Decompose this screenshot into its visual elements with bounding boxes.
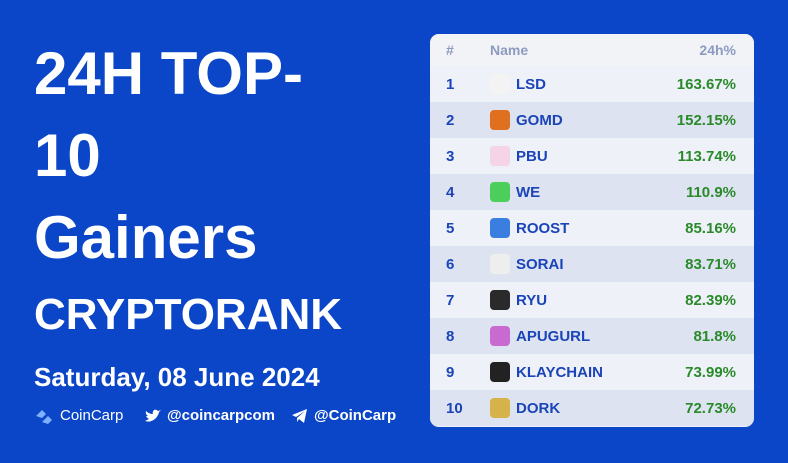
coin-name: KLAYCHAIN (516, 363, 603, 381)
change: 85.16% (685, 219, 736, 237)
change: 82.39% (685, 291, 736, 309)
coin-name: SORAI (516, 255, 564, 273)
coin: APUGURL (490, 326, 644, 346)
coin-name: RYU (516, 291, 548, 309)
table-row[interactable]: 4 WE 110.9% (430, 174, 754, 210)
table-row[interactable]: 8 APUGURL 81.8% (430, 318, 754, 354)
coin: PBU (490, 146, 644, 166)
column-header: # (446, 42, 454, 58)
change: 163.67% (676, 75, 736, 93)
change: 83.71% (685, 255, 736, 273)
twitter-icon (145, 409, 161, 422)
telegram[interactable]: @CoinCarp (292, 407, 396, 424)
change: 110.9% (685, 183, 736, 201)
rank: 10 (446, 399, 463, 417)
brand-text: CoinCarp (60, 407, 124, 424)
rank: 5 (446, 219, 455, 237)
brand[interactable]: CoinCarp (34, 407, 123, 424)
table-row[interactable]: 7 RYU 82.39% (430, 282, 754, 318)
table-header: # Name 24h% (430, 34, 754, 66)
telegram-icon (292, 408, 307, 423)
coin: WE (490, 182, 644, 202)
table: # Name 24h% 1 LSD 163.67% 2 GOMD 152.15% 3 PBU 1… (430, 34, 754, 427)
date: Saturday, 08 June 2024 (34, 362, 320, 392)
coin: RYU (490, 290, 644, 310)
coin-name: GOMD (516, 111, 563, 129)
column-header: 24h% (699, 42, 736, 58)
twitter[interactable]: @coincarpcom (145, 407, 275, 424)
coin: KLAYCHAIN (490, 362, 644, 382)
coin-icon (490, 290, 510, 310)
twitter-handle: @coincarpcom (167, 407, 275, 424)
coin-icon (490, 398, 510, 418)
change: 73.99% (685, 363, 736, 381)
coin-name: WE (516, 183, 541, 201)
subtitle: CRYPTORANK (34, 290, 343, 339)
change: 72.73% (685, 399, 736, 417)
rank: 4 (446, 183, 455, 201)
coin: ROOST (490, 218, 644, 238)
coin: LSD (490, 74, 644, 94)
table-row[interactable]: 5 ROOST 85.16% (430, 210, 754, 246)
rank: 9 (446, 363, 455, 381)
coin-name: ROOST (516, 219, 570, 237)
coin-icon (490, 326, 510, 346)
title-line: Gainers (34, 204, 258, 271)
coin-icon (490, 218, 510, 238)
table-row[interactable]: 9 KLAYCHAIN 73.99% (430, 354, 754, 390)
change: 113.74% (677, 147, 736, 165)
title-line: 10 (34, 122, 101, 189)
title-line: 24H TOP- (34, 40, 303, 107)
change: 152.15% (676, 111, 736, 129)
coin: GOMD (490, 110, 644, 130)
rank: 3 (446, 147, 455, 165)
coin-icon (490, 362, 510, 382)
coin-name: PBU (516, 147, 548, 165)
rank: 2 (446, 111, 455, 129)
coin-name: LSD (516, 75, 546, 93)
rank: 8 (446, 327, 455, 345)
column-header: Name (490, 42, 529, 58)
coin-icon (490, 254, 510, 274)
coin: DORK (490, 398, 644, 418)
table-row[interactable]: 3 PBU 113.74% (430, 138, 754, 174)
table-body: 1 LSD 163.67% 2 GOMD 152.15% 3 PBU 113.74% 4 WE 110… (430, 66, 754, 426)
rank: 7 (446, 291, 455, 309)
table-row[interactable]: 1 LSD 163.67% (430, 66, 754, 102)
table-row[interactable]: 2 GOMD 152.15% (430, 102, 754, 138)
coin-icon (490, 74, 510, 94)
coin-icon (490, 146, 510, 166)
coin: SORAI (490, 254, 644, 274)
table-row[interactable]: 10 DORK 72.73% (430, 390, 754, 426)
coin-icon (490, 182, 510, 202)
coin-name: DORK (516, 399, 561, 417)
table-row[interactable]: 6 SORAI 83.71% (430, 246, 754, 282)
brand-icon (36, 409, 52, 424)
telegram-handle: @CoinCarp (314, 407, 397, 424)
change: 81.8% (693, 327, 736, 345)
coin-icon (490, 110, 510, 130)
coin-name: APUGURL (516, 327, 591, 345)
rank: 6 (446, 255, 455, 273)
rank: 1 (446, 75, 455, 93)
